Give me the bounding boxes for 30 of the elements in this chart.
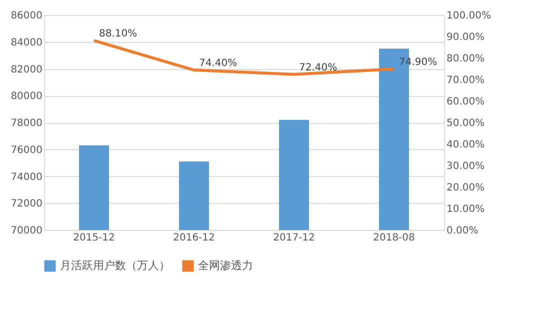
y-tick-label: 70000 — [10, 226, 42, 236]
y2-tick-label: 90.00% — [446, 32, 485, 43]
line-series — [92, 39, 396, 76]
y-tick-label: 78000 — [10, 118, 42, 129]
y2-tick-label: 0.00% — [446, 226, 478, 236]
y2-tick-label: 10.00% — [446, 204, 485, 215]
y-tick-label: 76000 — [10, 144, 42, 156]
legend-label: 月活跃用户数（万人） — [60, 259, 170, 272]
y-tick-label: 82000 — [10, 64, 42, 76]
y-tick-label: 84000 — [10, 37, 42, 48]
x-tick-label: 2016-12 — [173, 232, 215, 244]
y2-tick-label: 50.00% — [446, 118, 485, 129]
x-tick-label: 2017-12 — [273, 232, 315, 244]
y-tick-label: 80000 — [10, 91, 42, 102]
y2-tick-label: 100.00% — [446, 10, 491, 22]
y-tick-label: 72000 — [10, 198, 42, 210]
legend-label: 全网渗透力 — [198, 259, 253, 272]
y2-tick-label: 60.00% — [446, 96, 485, 108]
y-tick-label: 74000 — [10, 172, 42, 183]
data-label: 88.10% — [99, 28, 138, 40]
x-tick-label: 2018-08 — [373, 232, 415, 244]
y2-tick-label: 30.00% — [446, 161, 485, 172]
y-tick-label: 86000 — [10, 10, 42, 22]
data-label: 74.40% — [199, 58, 238, 70]
x-tick-label: 2015-12 — [73, 232, 115, 244]
data-label: 72.40% — [299, 62, 338, 74]
y2-tick-label: 70.00% — [446, 75, 485, 86]
y2-tick-label: 20.00% — [446, 182, 485, 194]
y2-tick-label: 80.00% — [446, 54, 485, 64]
y2-tick-label: 40.00% — [446, 140, 485, 150]
